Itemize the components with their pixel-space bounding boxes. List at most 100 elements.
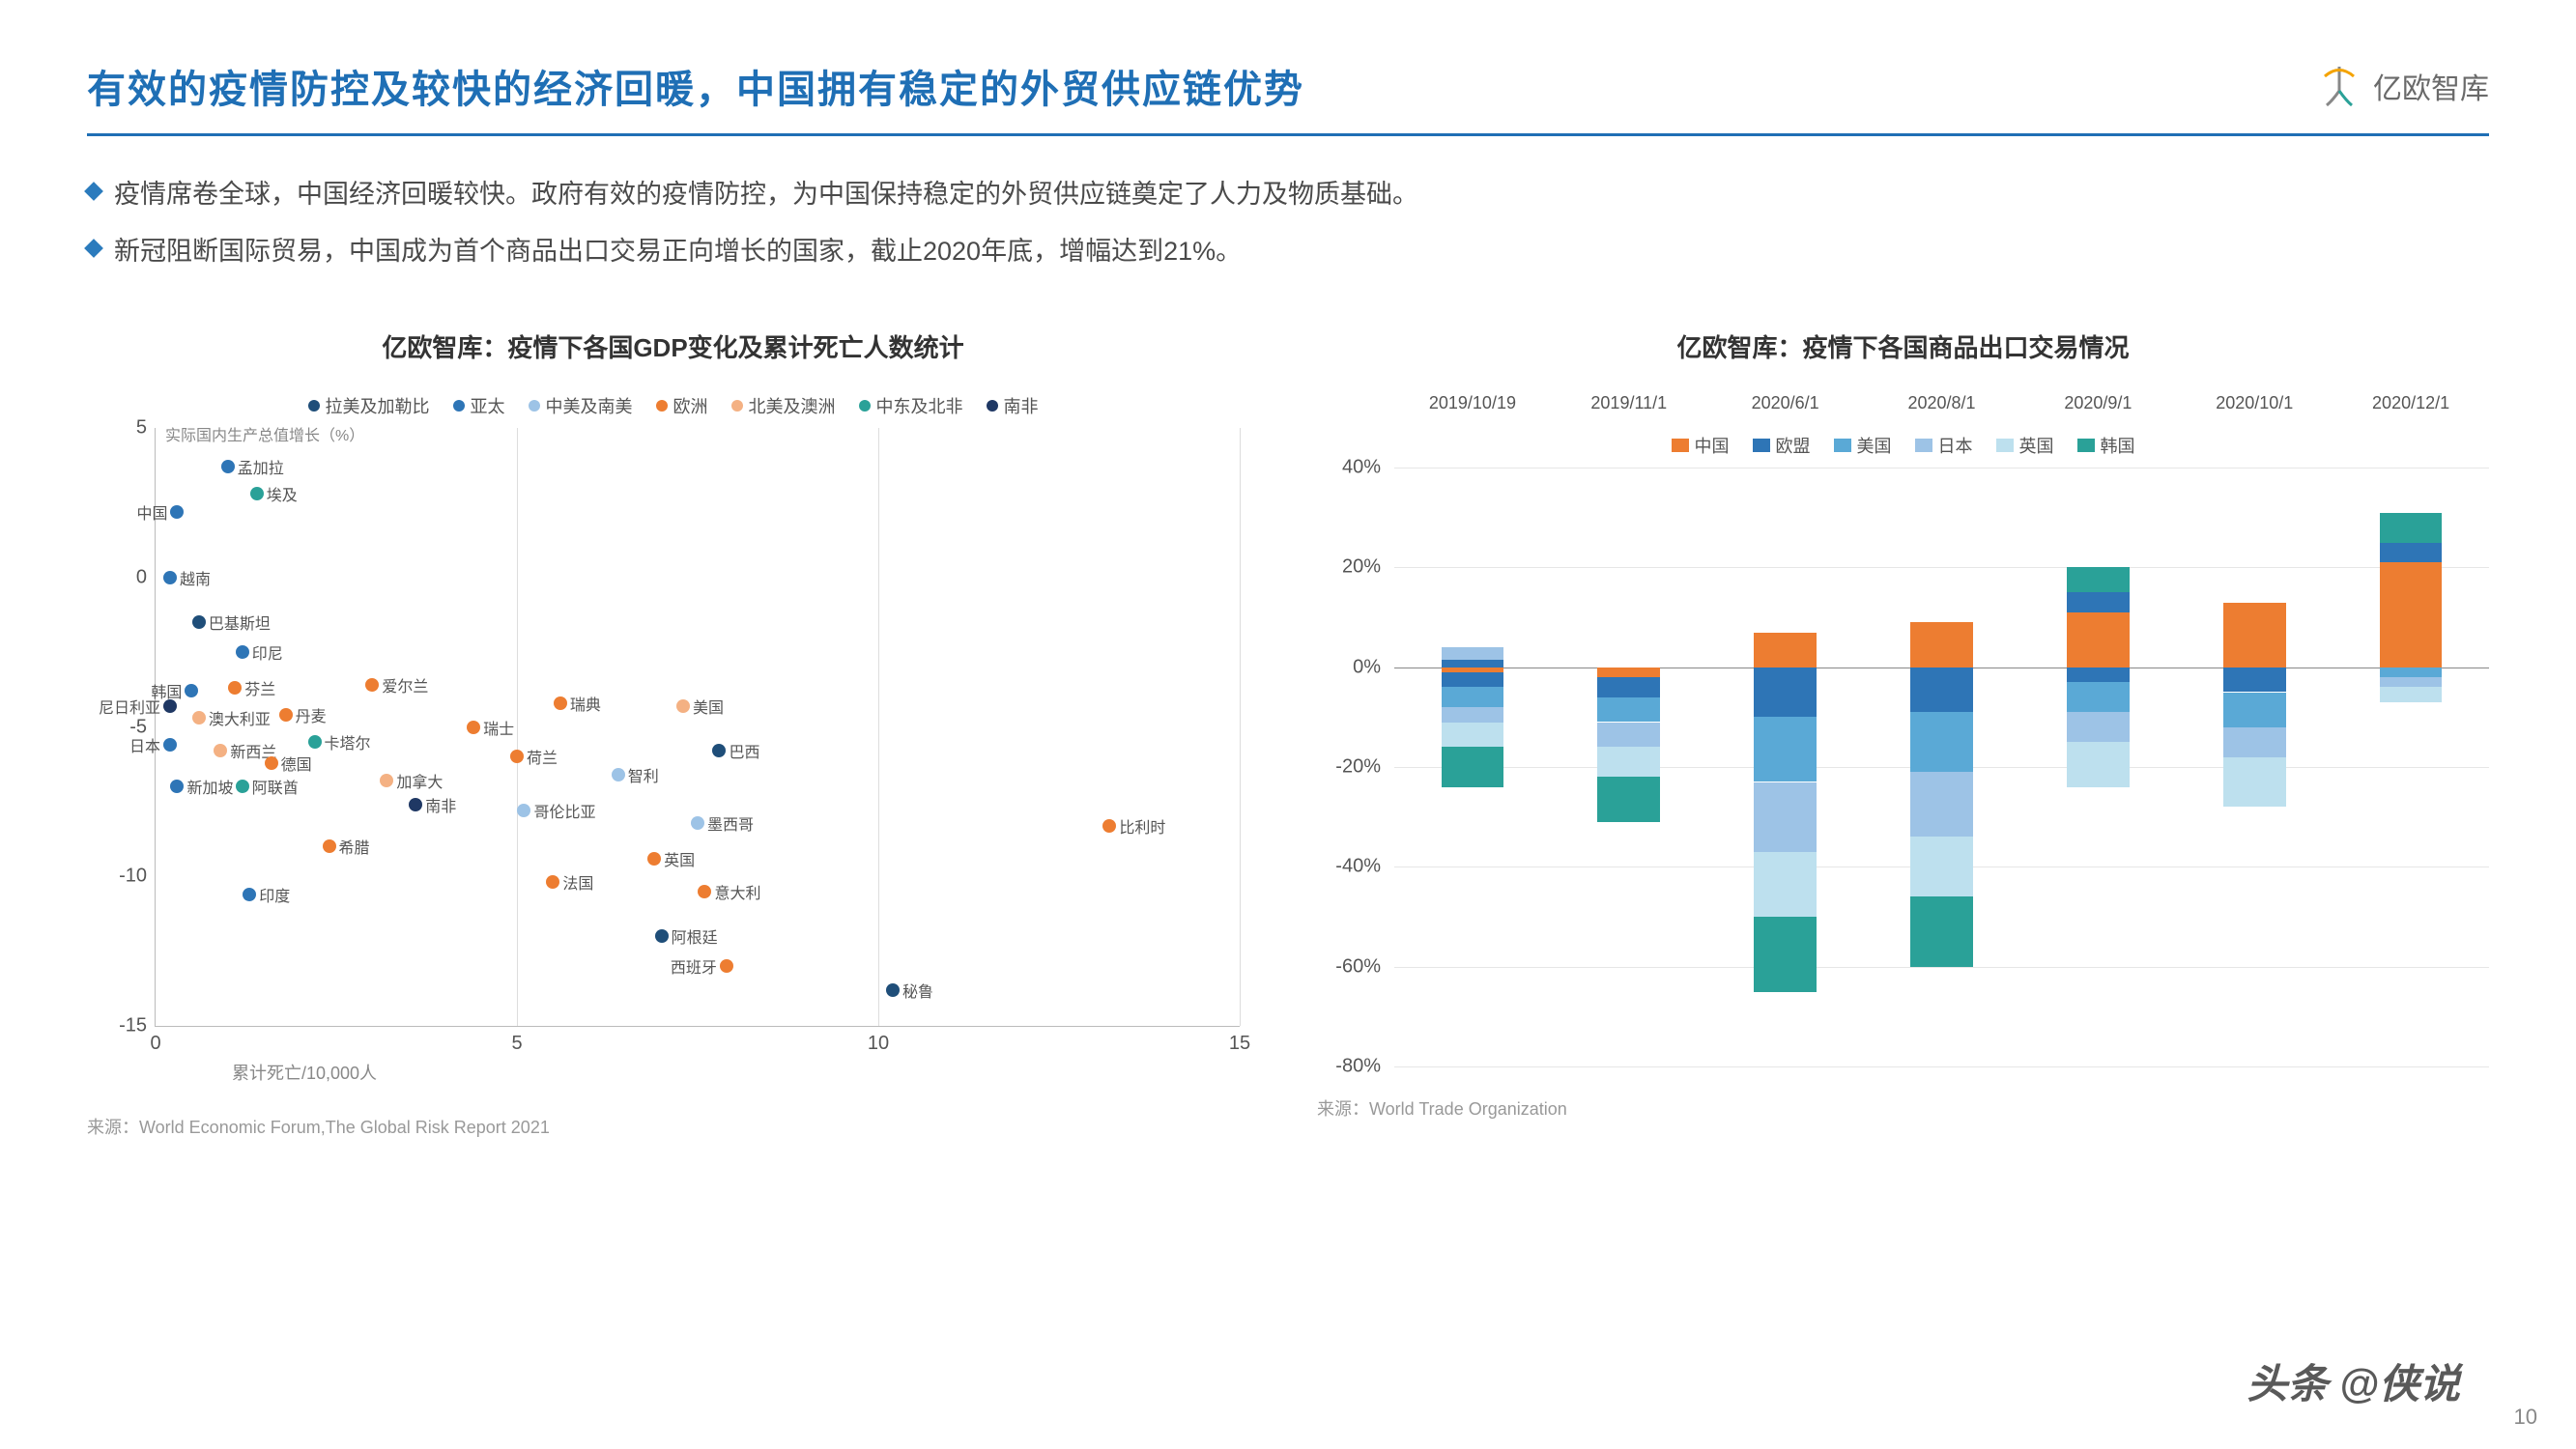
legend-label: 南非 (1004, 393, 1039, 418)
scatter-point-label: 美国 (693, 695, 724, 718)
y-tick: 0% (1327, 656, 1381, 678)
scatter-point-label: 英国 (664, 847, 695, 870)
scatter-y-sublabel: 实际国内生产总值增长（%） (165, 422, 364, 445)
scatter-point (676, 699, 690, 713)
bar-date-label: 2019/10/19 (1394, 393, 1551, 413)
legend-swatch-icon (1672, 439, 1689, 452)
legend-label: 欧盟 (1776, 433, 1811, 458)
y-tick: 0 (102, 566, 147, 588)
legend-item: 南非 (987, 393, 1039, 418)
scatter-point-label: 秘鲁 (902, 979, 933, 1002)
bullet-text: 新冠阻断国际贸易，中国成为首个商品出口交易正向增长的国家，截止2020年底，增幅… (114, 232, 1242, 271)
y-tick: 20% (1327, 556, 1381, 579)
y-tick: -20% (1327, 756, 1381, 779)
title-underline (87, 133, 2489, 136)
legend-label: 中国 (1695, 433, 1730, 458)
scatter-point (554, 696, 567, 710)
scatter-point (612, 768, 625, 781)
scatter-point-label: 澳大利亚 (209, 706, 271, 729)
scatter-source: 来源：World Economic Forum,The Global Risk … (87, 1114, 1259, 1139)
scatter-point (185, 684, 198, 697)
bar-segment (2067, 682, 2130, 712)
scatter-point-label: 墨西哥 (707, 811, 754, 835)
legend-label: 美国 (1857, 433, 1892, 458)
scatter-point-label: 爱尔兰 (382, 673, 428, 696)
legend-dot-icon (529, 400, 540, 412)
bar-column (2223, 468, 2286, 1066)
x-tick: 15 (1229, 1033, 1250, 1055)
legend-label: 亚太 (471, 393, 505, 418)
logo-icon (2315, 62, 2363, 110)
page-number: 10 (2514, 1405, 2537, 1430)
legend-label: 中东及北非 (876, 393, 963, 418)
scatter-point-label: 越南 (180, 566, 211, 589)
bar-segment (1910, 622, 1973, 668)
bar-segment (1910, 837, 1973, 896)
scatter-point-label: 瑞典 (570, 692, 601, 715)
scatter-point (691, 816, 704, 830)
legend-dot-icon (308, 400, 320, 412)
scatter-point-label: 荷兰 (527, 745, 558, 768)
bar-segment (1597, 677, 1660, 697)
scatter-point (720, 959, 733, 973)
legend-item: 亚太 (453, 393, 505, 418)
legend-label: 欧洲 (673, 393, 708, 418)
scatter-point (243, 888, 256, 901)
scatter-point (712, 744, 726, 757)
bar-segment (2380, 677, 2443, 687)
scatter-point-label: 阿根廷 (672, 924, 718, 948)
legend-item: 拉美及加勒比 (308, 393, 430, 418)
bar-segment (2380, 513, 2443, 543)
scatter-point-label: 法国 (562, 870, 593, 894)
grid-line (1394, 1066, 2489, 1067)
scatter-point (192, 711, 206, 724)
scatter-point (170, 505, 184, 519)
y-tick: 40% (1327, 457, 1381, 479)
scatter-point-label: 中国 (136, 500, 167, 524)
scatter-point (236, 645, 249, 659)
legend-swatch-icon (2077, 439, 2095, 452)
legend-item: 欧盟 (1753, 433, 1811, 458)
bar-segment (1754, 668, 1817, 718)
bar-legend: 中国欧盟美国日本英国韩国 (1317, 433, 2489, 458)
x-tick: 10 (868, 1033, 889, 1055)
legend-item: 韩国 (2077, 433, 2135, 458)
scatter-point-label: 南非 (425, 793, 456, 816)
y-tick: -15 (102, 1015, 147, 1037)
legend-label: 中美及南美 (546, 393, 633, 418)
scatter-point (308, 735, 322, 749)
bar-segment (1442, 672, 1504, 688)
bar-segment (1910, 668, 1973, 713)
scatter-point (323, 839, 336, 853)
bar-date-label: 2020/8/1 (1864, 393, 2020, 413)
scatter-point-label: 比利时 (1119, 814, 1165, 838)
bar-segment (1442, 687, 1504, 707)
scatter-point-label: 日本 (129, 733, 160, 756)
bullet-diamond-icon (84, 182, 103, 201)
bar-date-label: 2020/12/1 (2333, 393, 2489, 413)
bullet-item: 新冠阻断国际贸易，中国成为首个商品出口交易正向增长的国家，截止2020年底，增幅… (87, 232, 2489, 271)
scatter-point (163, 699, 177, 713)
legend-item: 中国 (1672, 433, 1730, 458)
scatter-point-label: 阿联酋 (252, 775, 299, 798)
legend-item: 欧洲 (656, 393, 708, 418)
bar-segment (1910, 772, 1973, 837)
bullet-diamond-icon (84, 239, 103, 258)
y-tick: -40% (1327, 856, 1381, 878)
scatter-point-label: 印尼 (252, 640, 283, 664)
y-tick: -10 (102, 866, 147, 888)
scatter-point (365, 678, 379, 692)
legend-label: 韩国 (2101, 433, 2135, 458)
bar-segment (1754, 782, 1817, 852)
scatter-point (467, 721, 480, 734)
bar-segment (1442, 660, 1504, 668)
scatter-point-label: 希腊 (339, 835, 370, 858)
legend-dot-icon (731, 400, 743, 412)
scatter-point (698, 885, 711, 898)
scatter-point (236, 780, 249, 793)
watermark: 头条 @侠说 (2247, 1351, 2460, 1410)
bar-column (2067, 468, 2130, 1066)
bar-date-label: 2020/10/1 (2176, 393, 2333, 413)
bar-segment (1597, 668, 1660, 677)
bar-title: 亿欧智库：疫情下各国商品出口交易情况 (1317, 328, 2489, 364)
